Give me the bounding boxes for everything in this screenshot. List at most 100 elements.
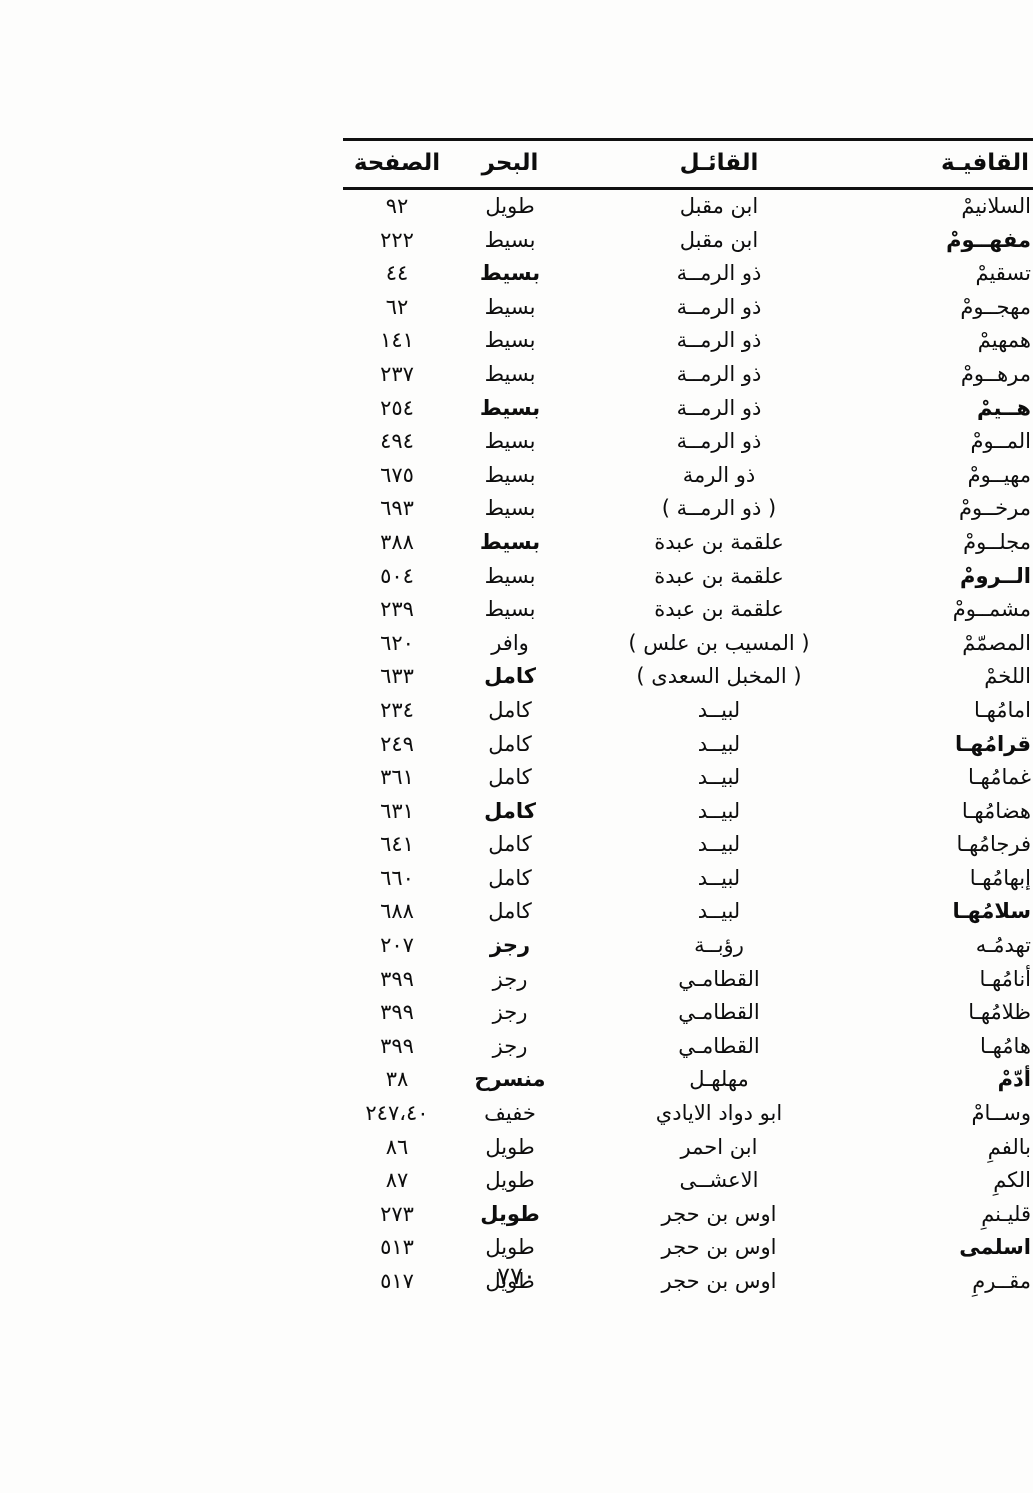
table-row: اسلمى اوس بن حجر طويل ٥١٣ [343, 1231, 1033, 1265]
table-row: مهجــومْ ذو الرمــة بسيط ٦٢ [343, 291, 1033, 325]
rhyme-index-table: القافيـة القائـل البحر الصفحة السلانيمْ ا… [343, 138, 1033, 1299]
cell-rhyme: همهيمْ [977, 328, 1031, 353]
table-row: سلامُهـا لبيــد كامل ٦٨٨ [343, 895, 1033, 929]
table-row: مقــرمِ اوس بن حجر طويل ٥١٧ [343, 1265, 1033, 1299]
cell-rhyme: المصمّمْ [962, 630, 1031, 655]
cell-poet: علقمة بن عبدة [654, 597, 784, 622]
table-header-row: القافيـة القائـل البحر الصفحة [343, 141, 1033, 189]
cell-rhyme: مهجــومْ [960, 294, 1031, 319]
cell-page: ٢٥٤ [380, 395, 414, 420]
cell-page: ٦٧٥ [380, 462, 414, 487]
cell-poet: لبيــد [697, 865, 741, 890]
column-header-page: الصفحة [353, 150, 441, 176]
cell-poet: ( ذو الرمــة ) [661, 496, 777, 521]
cell-page: ٢٧٣ [380, 1201, 414, 1226]
cell-poet: ذو الرمــة [676, 429, 762, 454]
cell-page: ٦٢ [385, 294, 409, 319]
table-row: إبهامُهـا لبيــد كامل ٦٦٠ [343, 862, 1033, 896]
cell-poet: لبيــد [697, 899, 741, 924]
table-row: ظلامُهـا القطامـي رجز ٣٩٩ [343, 996, 1033, 1030]
cell-page: ٣٩٩ [380, 1033, 414, 1058]
cell-rhyme: فرجامُهـا [956, 832, 1031, 857]
table-row: تسقيمْ ذو الرمــة بسيط ٤٤ [343, 257, 1033, 291]
cell-rhyme: الكمِ [993, 1168, 1031, 1193]
cell-poet: ذو الرمة [682, 462, 756, 487]
cell-rhyme: امامُهـا [974, 697, 1031, 722]
cell-rhyme: تهدمُـه [975, 933, 1031, 958]
cell-page: ٥١٣ [380, 1235, 414, 1260]
table-row: المــومْ ذو الرمــة بسيط ٤٩٤ [343, 425, 1033, 459]
cell-page: ٩٢ [385, 194, 409, 218]
cell-meter: بسيط [484, 597, 536, 622]
cell-rhyme: غمامُهـا [968, 765, 1031, 790]
cell-page: ٦٦٠ [380, 865, 414, 890]
table-row: أدّمْ مهلهـل منسرح ٣٨ [343, 1063, 1033, 1097]
cell-meter: طويل [485, 1235, 535, 1260]
cell-meter: رجز [489, 933, 531, 958]
cell-page: ١٤١ [380, 328, 414, 353]
cell-meter: كامل [488, 765, 532, 790]
table-row: مرخــومْ ( ذو الرمــة ) بسيط ٦٩٣ [343, 492, 1033, 526]
cell-page: ٥٠٤ [380, 563, 414, 588]
cell-poet: القطامـي [678, 966, 760, 991]
cell-page: ٣٩٩ [380, 966, 414, 991]
cell-meter: كامل [484, 664, 536, 689]
cell-page: ٨٦ [385, 1134, 409, 1159]
cell-poet: لبيــد [697, 798, 741, 823]
cell-poet: الاعشــى [679, 1168, 759, 1193]
cell-poet: رؤبــة [694, 933, 744, 958]
cell-rhyme: هضامُهـا [961, 798, 1031, 823]
table-row: امامُهـا لبيــد كامل ٢٣٤ [343, 694, 1033, 728]
cell-rhyme: اللخمْ [984, 664, 1031, 689]
cell-meter: طويل [485, 1168, 535, 1193]
cell-rhyme: تسقيمْ [975, 261, 1031, 286]
cell-meter: كامل [488, 865, 532, 890]
rhyme-index-table-container: القافيـة القائـل البحر الصفحة السلانيمْ ا… [0, 138, 1033, 1299]
table-row: المصمّمْ ( المسيب بن علس ) وافر ٦٢٠ [343, 627, 1033, 661]
cell-rhyme: الــرومْ [960, 563, 1031, 588]
cell-meter: منسرح [474, 1067, 546, 1092]
cell-page: ٨٧ [385, 1168, 409, 1193]
cell-rhyme: إبهامُهـا [969, 865, 1031, 890]
cell-meter: بسيط [484, 429, 536, 454]
cell-poet: ذو الرمــة [676, 328, 762, 353]
cell-poet: ابو دواد الايادي [655, 1101, 783, 1126]
table-row: مشمــومْ علقمة بن عبدة بسيط ٢٣٩ [343, 593, 1033, 627]
cell-page: ٢٤٩ [380, 731, 414, 756]
cell-page: ٤٤ [385, 261, 409, 286]
table-row: أنامُهـا القطامـي رجز ٣٩٩ [343, 963, 1033, 997]
table-row: تهدمُـه رؤبــة رجز ٢٠٧ [343, 929, 1033, 963]
cell-meter: كامل [488, 832, 532, 857]
cell-page: ٦٢٠ [380, 630, 414, 655]
cell-poet: لبيــد [697, 832, 741, 857]
cell-meter: بسيط [479, 261, 541, 286]
cell-page: ٢٠٧ [380, 933, 414, 958]
cell-meter: رجز [492, 1033, 528, 1058]
table-body: السلانيمْ ابن مقبل طويل ٩٢ مفهــومْ ابن مقبل ب… [343, 190, 1033, 1299]
table-row: غمامُهـا لبيــد كامل ٣٦١ [343, 761, 1033, 795]
column-header-poet: القائـل [679, 150, 759, 176]
cell-rhyme: بالفمِ [987, 1134, 1031, 1159]
cell-page: ٣٨٨ [380, 529, 414, 554]
cell-rhyme: هامُهـا [980, 1033, 1031, 1058]
cell-page: ٣٦١ [380, 765, 414, 790]
cell-rhyme: هــيمْ [977, 395, 1031, 420]
table-row: قرامُهـا لبيــد كامل ٢٤٩ [343, 728, 1033, 762]
table-row: مجلــومْ علقمة بن عبدة بسيط ٣٨٨ [343, 526, 1033, 560]
cell-meter: بسيط [479, 395, 541, 420]
cell-page: ٦٩٣ [380, 496, 414, 521]
cell-poet: ابن احمر [680, 1134, 758, 1159]
cell-poet: لبيــد [697, 731, 741, 756]
cell-rhyme: ظلامُهـا [968, 1000, 1031, 1025]
cell-meter: رجز [492, 1000, 528, 1025]
cell-rhyme: سلامُهـا [952, 899, 1031, 924]
cell-poet: القطامـي [678, 1000, 760, 1025]
cell-poet: ذو الرمــة [676, 294, 762, 319]
cell-poet: ذو الرمــة [676, 261, 762, 286]
table-header: القافيـة القائـل البحر الصفحة [343, 138, 1033, 191]
cell-rhyme: مشمــومْ [952, 597, 1031, 622]
table-row: مرهــومْ ذو الرمــة بسيط ٢٣٧ [343, 358, 1033, 392]
cell-meter: بسيط [484, 361, 536, 386]
cell-poet: لبيــد [697, 765, 741, 790]
